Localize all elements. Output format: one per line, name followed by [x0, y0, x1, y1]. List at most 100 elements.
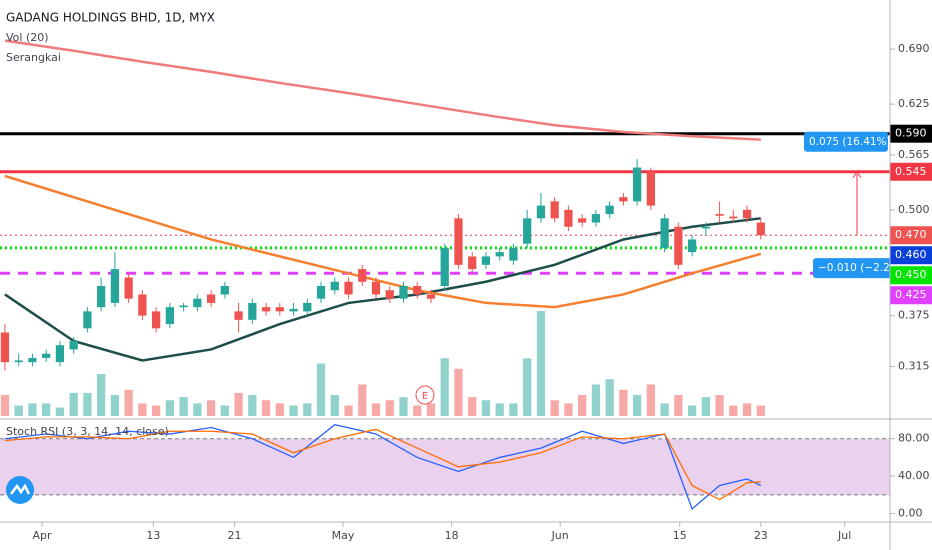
volume-bar	[371, 403, 381, 416]
volume-bar	[316, 363, 326, 416]
arrow-head	[852, 170, 862, 179]
y-tick-label: 0.315	[898, 359, 930, 372]
volume-bar	[468, 397, 477, 416]
measure-label: 0.075 (16.41%)	[809, 136, 891, 148]
volume-bar	[55, 407, 65, 416]
price-tag-label: 0.425	[895, 288, 927, 301]
y-tick-label: 0.565	[898, 148, 930, 161]
volume-bar	[28, 403, 37, 416]
candle-body	[248, 302, 257, 320]
candle-body	[578, 218, 587, 223]
price-tag-label: 0.450	[895, 268, 927, 281]
candle-body	[330, 281, 339, 291]
volume-bar	[220, 405, 229, 416]
candle-body	[413, 286, 422, 295]
candle-body	[28, 357, 37, 363]
candle-body	[83, 311, 92, 329]
volume-bar	[454, 368, 463, 416]
candle-body	[165, 307, 174, 325]
candle-body	[687, 239, 697, 253]
volume-bar	[42, 403, 51, 416]
volume-bar	[193, 403, 202, 416]
event-marker	[415, 385, 435, 405]
volume-bar	[69, 392, 78, 416]
price-tag-label: 0.545	[895, 165, 927, 178]
volume-bar	[0, 395, 10, 416]
volume-bar	[646, 384, 655, 416]
price-tag	[890, 266, 932, 285]
candle-body	[619, 197, 628, 202]
candle-body	[261, 307, 271, 312]
volume-bar	[605, 379, 614, 416]
candle-body	[440, 247, 449, 286]
candle-body	[633, 167, 642, 202]
candle-body	[303, 302, 312, 312]
y-tick-label: 80.00	[898, 432, 930, 445]
y-tick-label: 40.00	[898, 469, 930, 482]
volume-bar	[756, 405, 765, 416]
candle-body	[495, 252, 504, 257]
candle-body	[289, 308, 298, 312]
stoch-line	[4, 423, 762, 510]
volume-bar	[399, 397, 408, 416]
moving-average	[4, 174, 762, 309]
candle-body	[468, 256, 477, 270]
price-tag	[890, 162, 932, 181]
volume-bar	[303, 403, 312, 416]
y-tick-label: 0.00	[898, 507, 923, 520]
event-label: E	[422, 391, 428, 402]
volume-bar	[674, 395, 683, 416]
volume-bar	[619, 389, 628, 416]
volume-bar	[715, 395, 724, 416]
volume-bar	[248, 395, 257, 416]
candle-body	[55, 345, 65, 363]
price-tag-label: 0.460	[895, 248, 927, 261]
price-tag	[890, 124, 932, 143]
candle-body	[193, 298, 202, 308]
candle-body	[0, 332, 10, 363]
x-tick-label: 21	[227, 529, 241, 542]
volume-bar	[550, 400, 559, 416]
volume-bar	[701, 397, 710, 416]
logo	[6, 476, 34, 504]
volume-bar	[124, 389, 133, 416]
volume-bar	[179, 397, 188, 416]
y-tick-label: 0.375	[898, 309, 930, 322]
price-pane: E 0.075 (16.41%) −0.010 (−2.2	[0, 39, 891, 416]
volume-bar	[591, 384, 601, 416]
candle-body	[275, 307, 284, 312]
candle-body	[523, 218, 532, 244]
candle-body	[206, 294, 216, 303]
candle-body	[756, 222, 765, 236]
volume-bar	[523, 358, 532, 416]
price-tag	[890, 246, 932, 265]
candle-body	[454, 218, 463, 265]
candle-body	[42, 353, 51, 358]
y-tick-label: 0.690	[898, 42, 930, 55]
axes: 0.690 0.625 0.565 0.500 0.375 0.315 Apr 13 21 May…	[33, 42, 932, 542]
indicator-label: Vol (20)	[6, 31, 49, 44]
moving-average	[4, 217, 761, 362]
candle-body	[358, 269, 367, 282]
volume-bar	[358, 384, 367, 416]
volume-bar	[440, 358, 449, 416]
volume-bar	[495, 403, 504, 416]
x-tick-label: May	[332, 529, 355, 542]
price-tag-label: 0.470	[895, 228, 927, 241]
candle-body	[674, 226, 683, 265]
measure-label: −0.010 (−2.2	[818, 262, 890, 274]
y-tick-label: 0.625	[898, 97, 930, 110]
candle-body	[14, 360, 23, 363]
volume-bar	[729, 405, 738, 416]
candle-body	[124, 277, 133, 299]
stoch-pane	[0, 423, 890, 510]
candle-body	[481, 256, 491, 265]
volume-bar	[110, 395, 120, 416]
candle-body	[69, 341, 78, 350]
measure-box	[804, 131, 888, 152]
moving-average	[4, 39, 761, 141]
volume-bar	[275, 403, 284, 416]
candle-body	[399, 286, 408, 299]
candle-body	[701, 226, 710, 229]
x-tick-label: 13	[146, 529, 160, 542]
